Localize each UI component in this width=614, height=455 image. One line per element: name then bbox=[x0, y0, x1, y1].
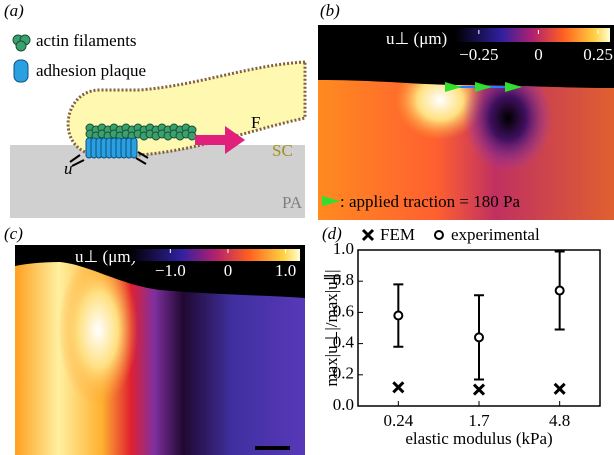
colorbar-tick-label: 0.25 bbox=[583, 45, 613, 64]
force-label: F bbox=[251, 113, 260, 132]
y-tick-label: 1.0 bbox=[333, 239, 354, 258]
scale-bar bbox=[255, 446, 290, 450]
displacement-label: u bbox=[64, 159, 73, 178]
colorbar-title: u⊥ (μm) bbox=[386, 29, 447, 48]
plaques bbox=[85, 137, 138, 159]
colorbar-tick-label: −0.25 bbox=[459, 45, 498, 64]
y-tick-label: 0.8 bbox=[333, 270, 354, 289]
marker-o bbox=[393, 310, 404, 321]
y-tick-label: 0.0 bbox=[333, 395, 354, 414]
legend-text: adhesion plaque bbox=[36, 61, 146, 80]
panel-c: (c) u⊥ (μm) bbox=[4, 224, 305, 455]
y-tick-label: 0.2 bbox=[333, 364, 354, 383]
colorbar-tick-label: 1.0 bbox=[275, 261, 296, 280]
substrate bbox=[10, 145, 305, 218]
x-tick-label: 4.8 bbox=[549, 411, 570, 430]
y-axis-label: max|u⊥|/max|u∥| bbox=[322, 269, 341, 386]
panel-label: (b) bbox=[320, 1, 340, 20]
legend-text: experimental bbox=[451, 225, 540, 244]
heatmap-blob bbox=[463, 63, 553, 173]
colorbar bbox=[455, 28, 610, 42]
marker-x bbox=[472, 383, 486, 396]
traction-note: : applied traction = 180 Pa bbox=[340, 192, 520, 211]
legend-marker bbox=[433, 230, 444, 240]
panel-label: (c) bbox=[4, 224, 23, 243]
panel-label: (d) bbox=[322, 224, 342, 243]
legend-icon bbox=[13, 59, 29, 83]
y-tick-label: 0.6 bbox=[333, 301, 354, 320]
marker-x bbox=[392, 381, 405, 394]
colorbar-tick-label: −1.0 bbox=[155, 261, 186, 280]
heatmap-blob bbox=[58, 255, 138, 405]
x-tick-label: 1.7 bbox=[468, 411, 490, 430]
colorbar-tick-label: 0 bbox=[534, 45, 543, 64]
force-arrow bbox=[195, 126, 245, 154]
y-tick-label: 0.4 bbox=[333, 333, 355, 352]
legend-text: actin filaments bbox=[36, 31, 137, 50]
cell-label: SC bbox=[272, 141, 293, 160]
panel-d: (d) 0.0 0.2 0.4 0.6 0.8 1.0 max|u⊥|/max|u∥| ela… bbox=[322, 224, 601, 448]
panel-b: (b) u⊥ (μm) : applied traction = 180 Pa bbox=[318, 1, 614, 220]
colorbar-tick-label: 0 bbox=[224, 261, 233, 280]
substrate-label: PA bbox=[282, 193, 303, 212]
x-tick-label: 0.24 bbox=[383, 411, 413, 430]
x-axis-label: elastic modulus (kPa) bbox=[405, 429, 552, 448]
marker-o bbox=[554, 285, 565, 296]
actin bbox=[85, 123, 197, 141]
panel-a: (a) actin filaments adhesion plaque F SC… bbox=[4, 1, 307, 218]
legend-marker bbox=[361, 228, 375, 242]
colorbar-title: u⊥ (μm) bbox=[75, 247, 136, 266]
marker-o bbox=[474, 332, 484, 343]
colorbar bbox=[130, 249, 300, 261]
panel-label: (a) bbox=[4, 1, 24, 20]
marker-x bbox=[553, 382, 566, 395]
displacement-arrows bbox=[69, 151, 149, 167]
legend-text: FEM bbox=[380, 225, 415, 244]
